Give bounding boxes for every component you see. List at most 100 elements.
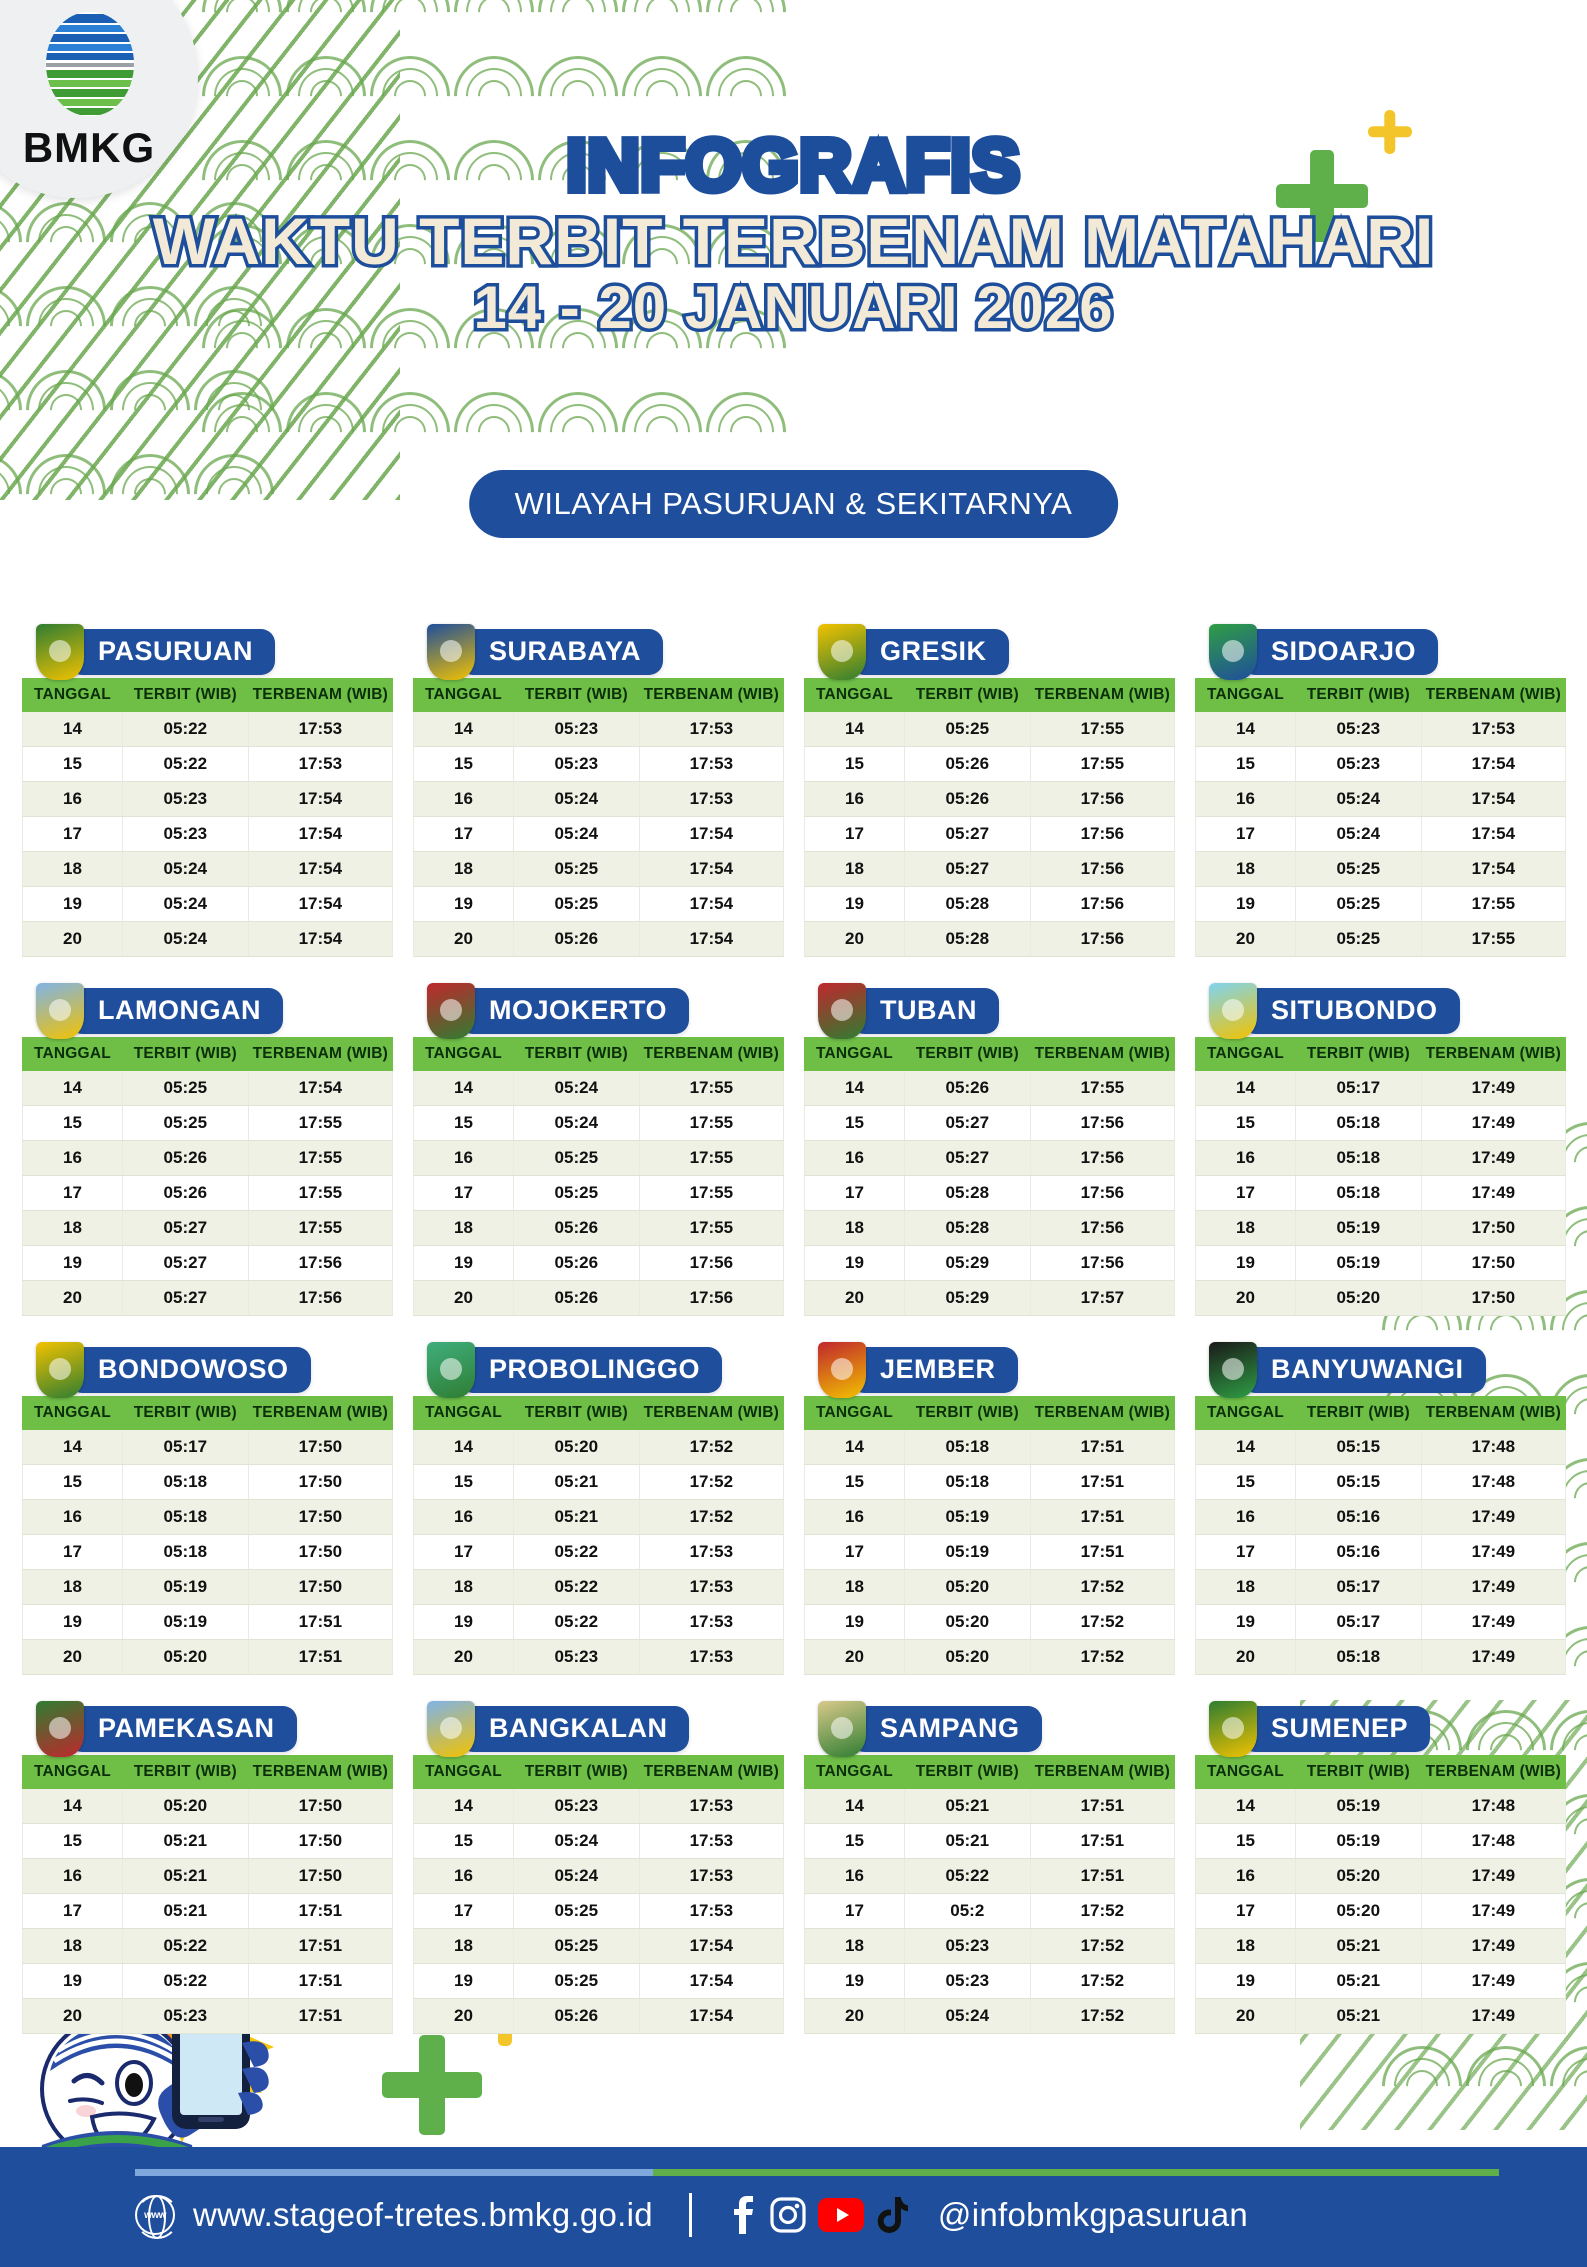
cell-date: 19 [1195, 886, 1296, 922]
cell-sunset: 17:49 [1420, 1070, 1567, 1106]
cell-sunset: 17:54 [638, 816, 785, 852]
cell-date: 20 [413, 1639, 514, 1675]
cell-date: 20 [413, 921, 514, 957]
cell-sunset: 17:56 [1029, 1245, 1176, 1281]
region-card: SITUBONDO TANGGAL TERBIT (WIB) TERBENAM (WI… [1195, 983, 1567, 1316]
region-card: BANGKALAN TANGGAL TERBIT (WIB) TERBENAM (WI… [413, 1701, 785, 2034]
cell-date: 18 [804, 1569, 905, 1605]
table-row: 15 05:27 17:56 [804, 1105, 1176, 1141]
region-crest-icon [1209, 983, 1257, 1039]
title-line-1: INFOGRAFIS [563, 126, 1024, 206]
table-row: 19 05:26 17:56 [413, 1245, 785, 1281]
cell-sunrise: 05:19 [1294, 1245, 1422, 1281]
youtube-icon[interactable] [817, 2198, 864, 2232]
cell-sunrise: 05:24 [512, 1070, 640, 1106]
sun-times-table: TANGGAL TERBIT (WIB) TERBENAM (WIB) 14 05:19… [1195, 1755, 1567, 2034]
table-row: 16 05:18 17:49 [1195, 1140, 1567, 1176]
cell-sunrise: 05:23 [121, 781, 249, 817]
table-row: 17 05:26 17:55 [22, 1175, 394, 1211]
cell-date: 15 [413, 1823, 514, 1859]
region-crest-icon [36, 1342, 84, 1398]
cell-date: 15 [22, 746, 123, 782]
website-url[interactable]: www.stageof-tretes.bmkg.go.id [193, 2196, 653, 2233]
instagram-icon[interactable] [770, 2197, 806, 2233]
table-row: 15 05:15 17:48 [1195, 1464, 1567, 1500]
cell-date: 19 [413, 886, 514, 922]
cell-sunset: 17:55 [638, 1210, 785, 1246]
table-row: 18 05:20 17:52 [804, 1569, 1176, 1605]
social-handle[interactable]: @infobmkgpasuruan [937, 2196, 1249, 2233]
table-row: 16 05:18 17:50 [22, 1499, 394, 1535]
cell-sunset: 17:50 [1420, 1280, 1567, 1316]
sun-times-table: TANGGAL TERBIT (WIB) TERBENAM (WIB) 14 05:20… [413, 1396, 785, 1675]
cell-sunrise: 05:21 [512, 1464, 640, 1500]
cell-date: 17 [804, 1893, 905, 1929]
cell-date: 19 [1195, 1604, 1296, 1640]
region-name: GRESIK [850, 629, 1009, 675]
table-row: 14 05:15 17:48 [1195, 1429, 1567, 1465]
cell-date: 16 [1195, 1140, 1296, 1176]
cell-sunrise: 05:27 [903, 1105, 1031, 1141]
cell-sunrise: 05:22 [512, 1569, 640, 1605]
globe-icon: www [135, 2195, 179, 2239]
cell-sunrise: 05:22 [121, 1928, 249, 1964]
cell-date: 18 [413, 1210, 514, 1246]
table-header-row: TANGGAL TERBIT (WIB) TERBENAM (WIB) [1195, 1396, 1567, 1430]
cell-sunrise: 05:17 [1294, 1070, 1422, 1106]
cell-sunset: 17:53 [638, 1639, 785, 1675]
table-row: 17 05:28 17:56 [804, 1175, 1176, 1211]
cell-sunrise: 05:24 [121, 921, 249, 957]
table-row: 17 05:2 17:52 [804, 1893, 1176, 1929]
cell-sunrise: 05:27 [903, 816, 1031, 852]
table-row: 14 05:17 17:49 [1195, 1070, 1567, 1106]
cell-sunrise: 05:25 [512, 1928, 640, 1964]
table-header-row: TANGGAL TERBIT (WIB) TERBENAM (WIB) [804, 1755, 1176, 1789]
cell-sunset: 17:56 [247, 1280, 394, 1316]
region-card: BONDOWOSO TANGGAL TERBIT (WIB) TERBENAM (WI… [22, 1342, 394, 1675]
cell-sunrise: 05:16 [1294, 1499, 1422, 1535]
cell-sunset: 17:55 [638, 1105, 785, 1141]
region-name: BANYUWANGI [1241, 1347, 1486, 1393]
cell-sunrise: 05:27 [121, 1210, 249, 1246]
cell-date: 16 [22, 1499, 123, 1535]
table-row: 14 05:21 17:51 [804, 1788, 1176, 1824]
cell-date: 18 [22, 851, 123, 887]
table-row: 17 05:25 17:55 [413, 1175, 785, 1211]
column-header-sunrise: TERBIT (WIB) [121, 678, 249, 712]
cell-sunset: 17:56 [1029, 1175, 1176, 1211]
cell-sunrise: 05:24 [512, 1823, 640, 1859]
cell-date: 14 [804, 1070, 905, 1106]
region-card-header: SAMPANG [818, 1701, 1175, 1757]
cell-sunset: 17:50 [247, 1788, 394, 1824]
table-header-row: TANGGAL TERBIT (WIB) TERBENAM (WIB) [413, 1396, 785, 1430]
cell-sunset: 17:54 [638, 851, 785, 887]
cell-sunset: 17:53 [638, 1893, 785, 1929]
cell-sunset: 17:49 [1420, 1963, 1567, 1999]
page-footer: www www.stageof-tretes.bmkg.go.id [0, 2147, 1587, 2267]
cell-sunset: 17:53 [247, 711, 394, 747]
mascot-illustration [30, 1921, 320, 2181]
cell-sunset: 17:54 [247, 851, 394, 887]
cell-date: 20 [1195, 921, 1296, 957]
cell-date: 15 [1195, 1464, 1296, 1500]
table-row: 20 05:26 17:54 [413, 921, 785, 957]
cell-date: 14 [804, 1788, 905, 1824]
bmkg-logo-icon [46, 12, 134, 116]
cell-sunrise: 05:21 [1294, 1963, 1422, 1999]
table-row: 16 05:26 17:55 [22, 1140, 394, 1176]
cell-sunrise: 05:18 [1294, 1140, 1422, 1176]
facebook-icon[interactable] [728, 2196, 758, 2234]
table-row: 17 05:27 17:56 [804, 816, 1176, 852]
region-card: MOJOKERTO TANGGAL TERBIT (WIB) TERBENAM (WI… [413, 983, 785, 1316]
cell-date: 18 [804, 1210, 905, 1246]
table-row: 18 05:27 17:55 [22, 1210, 394, 1246]
table-header-row: TANGGAL TERBIT (WIB) TERBENAM (WIB) [804, 1037, 1176, 1071]
cell-sunrise: 05:21 [121, 1823, 249, 1859]
footer-rule [135, 2169, 1499, 2176]
table-row: 15 05:24 17:55 [413, 1105, 785, 1141]
table-row: 15 05:23 17:54 [1195, 746, 1567, 782]
column-header-sunset: TERBENAM (WIB) [247, 1396, 394, 1430]
sun-times-table: TANGGAL TERBIT (WIB) TERBENAM (WIB) 14 05:24… [413, 1037, 785, 1316]
region-name: SUMENEP [1241, 1706, 1431, 1752]
tiktok-icon[interactable] [876, 2196, 908, 2234]
